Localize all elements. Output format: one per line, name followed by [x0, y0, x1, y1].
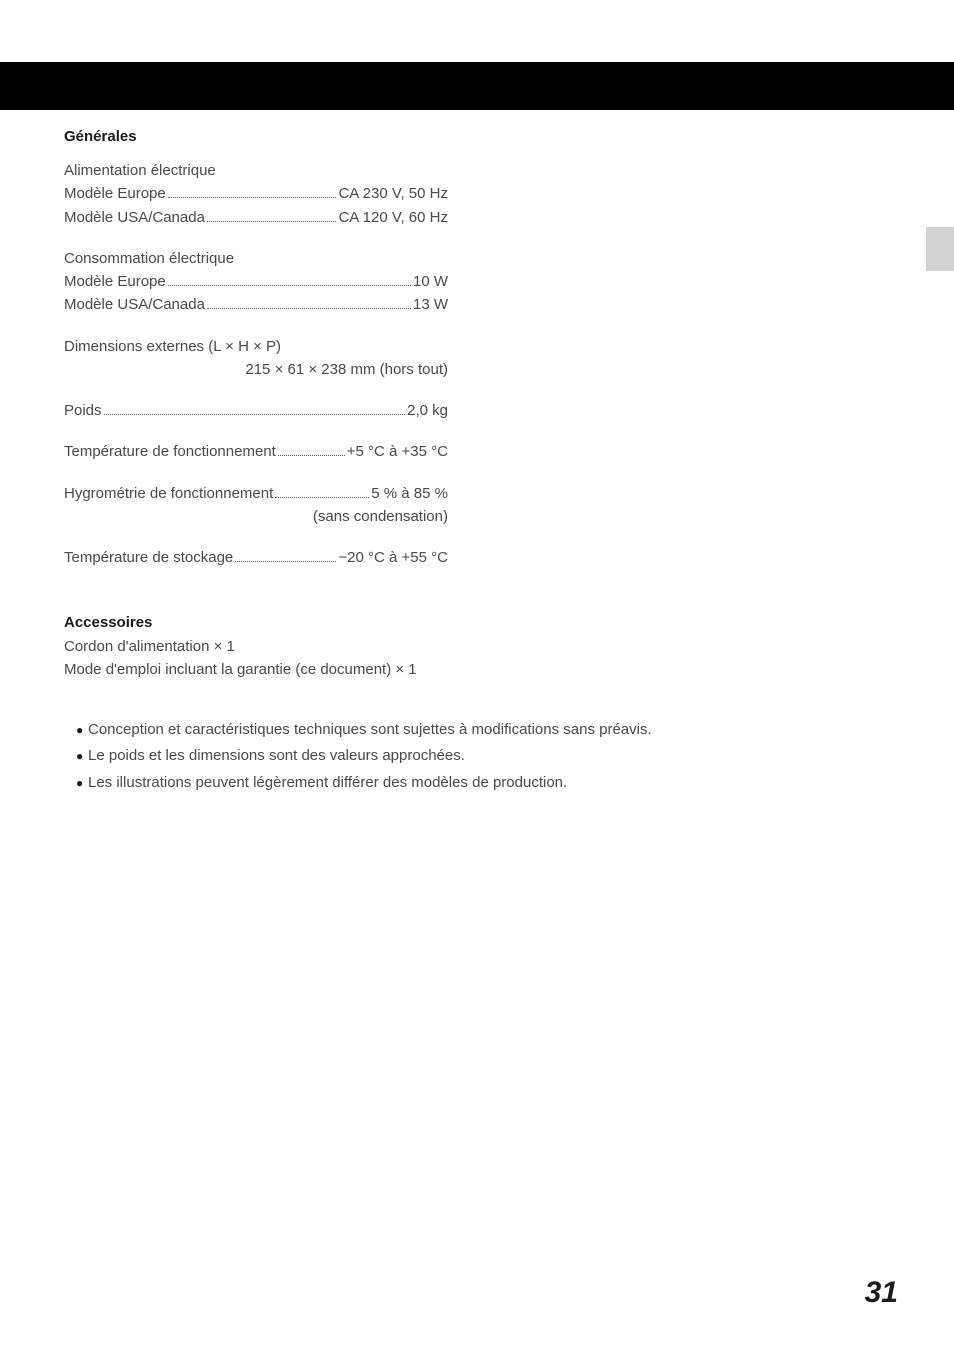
spec-label: Modèle Europe [64, 270, 166, 293]
spec-label: Température de fonctionnement [64, 440, 276, 463]
spec-label: Hygrométrie de fonctionnement [64, 482, 273, 505]
spec-value: CA 120 V, 60 Hz [338, 206, 448, 229]
spec-row: Modèle Europe 10 W [64, 270, 448, 293]
spec-label: Modèle USA/Canada [64, 206, 205, 229]
notes-section: ● Conception et caractéristiques techniq… [64, 717, 890, 796]
accessoires-section: Accessoires Cordon d'alimentation × 1 Mo… [64, 611, 890, 681]
accessory-line: Mode d'emploi incluant la garantie (ce d… [64, 658, 890, 681]
dot-leader [278, 455, 345, 456]
spec-value: −20 °C à +55 °C [338, 546, 448, 569]
spec-label: Modèle Europe [64, 182, 166, 205]
spec-value: +5 °C à +35 °C [347, 440, 448, 463]
dot-leader [207, 221, 337, 222]
spec-value: 5 % à 85 % [371, 482, 448, 505]
spec-row: Température de stockage −20 °C à +55 °C [64, 546, 448, 569]
dot-leader [104, 414, 406, 415]
spec-value: 13 W [413, 293, 448, 316]
spec-value-right: (sans condensation) [64, 505, 448, 528]
spec-row: Température de fonctionnement +5 °C à +3… [64, 440, 448, 463]
side-tab [926, 227, 954, 271]
spec-group-power-supply: Alimentation électrique Modèle Europe CA… [64, 159, 890, 229]
spec-value: 2,0 kg [407, 399, 448, 422]
spec-label: Poids [64, 399, 102, 422]
note-item: ● Conception et caractéristiques techniq… [64, 717, 890, 743]
spec-row: Poids 2,0 kg [64, 399, 448, 422]
spec-group-dimensions: Dimensions externes (L × H × P) 215 × 61… [64, 335, 890, 382]
bullet-icon: ● [64, 720, 88, 741]
page-number: 31 [865, 1276, 898, 1310]
spec-row: Hygrométrie de fonctionnement 5 % à 85 % [64, 482, 448, 505]
spec-intro: Alimentation électrique [64, 159, 890, 182]
note-item: ● Le poids et les dimensions sont des va… [64, 743, 890, 769]
dot-leader [168, 197, 337, 198]
spec-group-power-consumption: Consommation électrique Modèle Europe 10… [64, 247, 890, 317]
dot-leader [235, 561, 336, 562]
spec-group-humidity: Hygrométrie de fonctionnement 5 % à 85 %… [64, 482, 890, 529]
content-area: Générales Alimentation électrique Modèle… [64, 128, 890, 796]
spec-row: Modèle USA/Canada CA 120 V, 60 Hz [64, 206, 448, 229]
spec-group-storage-temp: Température de stockage −20 °C à +55 °C [64, 546, 890, 569]
spec-label: Température de stockage [64, 546, 233, 569]
spec-row: Modèle USA/Canada 13 W [64, 293, 448, 316]
spec-intro: Dimensions externes (L × H × P) [64, 335, 890, 358]
header-black-band [0, 62, 954, 110]
bullet-icon: ● [64, 773, 88, 794]
spec-group-operating-temp: Température de fonctionnement +5 °C à +3… [64, 440, 890, 463]
generales-heading: Générales [64, 128, 890, 145]
bullet-icon: ● [64, 746, 88, 767]
accessoires-heading: Accessoires [64, 611, 890, 634]
spec-value: 10 W [413, 270, 448, 293]
note-item: ● Les illustrations peuvent légèrement d… [64, 770, 890, 796]
dot-leader [168, 285, 411, 286]
spec-label: Modèle USA/Canada [64, 293, 205, 316]
spec-row: Modèle Europe CA 230 V, 50 Hz [64, 182, 448, 205]
dot-leader [207, 308, 411, 309]
note-text: Conception et caractéristiques technique… [88, 717, 652, 743]
note-text: Le poids et les dimensions sont des vale… [88, 743, 465, 769]
spec-value-right: 215 × 61 × 238 mm (hors tout) [64, 358, 448, 381]
spec-group-weight: Poids 2,0 kg [64, 399, 890, 422]
spec-intro: Consommation électrique [64, 247, 890, 270]
note-text: Les illustrations peuvent légèrement dif… [88, 770, 567, 796]
dot-leader [275, 497, 369, 498]
accessory-line: Cordon d'alimentation × 1 [64, 635, 890, 658]
spec-value: CA 230 V, 50 Hz [338, 182, 448, 205]
